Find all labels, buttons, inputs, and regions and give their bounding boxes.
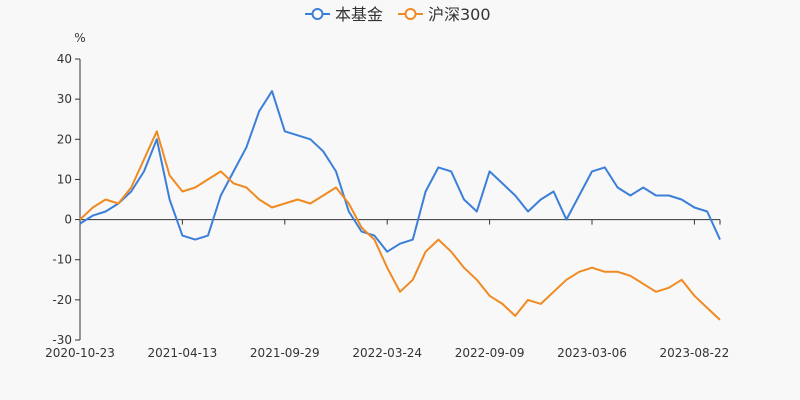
y-unit-label: % — [74, 31, 85, 45]
x-tick-label: 2023-03-06 — [557, 346, 627, 360]
y-tick-label: 0 — [64, 213, 72, 227]
y-tick-label: 30 — [57, 92, 72, 106]
x-tick-label: 2022-09-09 — [455, 346, 525, 360]
legend-label: 沪深300 — [428, 5, 491, 24]
x-axis: 2020-10-23 2021-04-13 2021-09-29 2022-03-24… — [45, 219, 730, 360]
y-axis: 40 30 20 10 0 -10 -20 -30 — [52, 52, 81, 347]
series-lines — [79, 90, 721, 321]
y-tick-label: -10 — [52, 253, 72, 267]
x-tick-label: 2022-03-24 — [352, 346, 422, 360]
x-tick-label: 2023-08-22 — [660, 346, 730, 360]
y-tick-label: -30 — [52, 333, 72, 347]
series-line-1 — [79, 90, 721, 253]
y-tick-label: 40 — [57, 52, 72, 66]
x-tick-label: 2021-09-29 — [250, 346, 320, 360]
y-tick-label: 10 — [57, 172, 72, 186]
legend-marker-icon — [311, 8, 324, 20]
y-tick-label: -20 — [52, 293, 72, 307]
series-line-2 — [79, 130, 721, 321]
legend-label: 本基金 — [335, 5, 383, 24]
y-tick-label: 20 — [57, 132, 72, 146]
x-tick-label: 2021-04-13 — [148, 346, 218, 360]
legend-marker-icon — [404, 8, 417, 20]
legend: 本基金 沪深300 — [305, 5, 491, 24]
x-tick-label: 2020-10-23 — [45, 346, 115, 360]
